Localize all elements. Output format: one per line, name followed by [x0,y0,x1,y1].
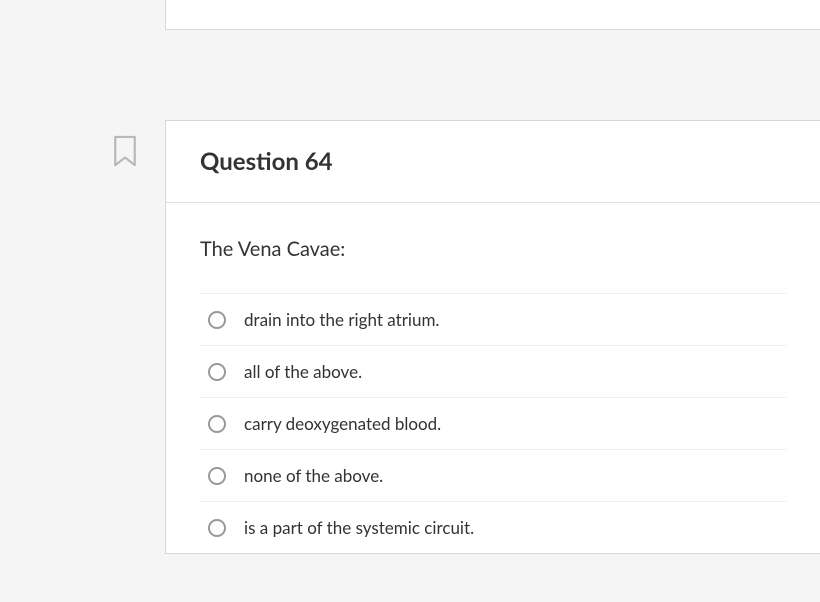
question-prompt: The Vena Cavae: [200,237,786,261]
option-label: none of the above. [244,465,383,486]
question-header: Question 64 [166,121,820,203]
radio-button[interactable] [208,363,226,381]
option-row[interactable]: none of the above. [200,450,786,502]
option-label: drain into the right atrium. [244,309,439,330]
option-label: carry deoxygenated blood. [244,413,441,434]
radio-button[interactable] [208,311,226,329]
previous-question-card-edge [165,0,820,30]
options-list: drain into the right atrium. all of the … [200,293,786,553]
option-row[interactable]: is a part of the systemic circuit. [200,502,786,553]
option-label: all of the above. [244,361,362,382]
question-title: Question 64 [200,147,786,176]
option-row[interactable]: all of the above. [200,346,786,398]
radio-button[interactable] [208,415,226,433]
option-row[interactable]: carry deoxygenated blood. [200,398,786,450]
option-row[interactable]: drain into the right atrium. [200,294,786,346]
bookmark-icon[interactable] [112,135,138,167]
question-card: Question 64 The Vena Cavae: drain into t… [165,120,820,554]
radio-button[interactable] [208,519,226,537]
radio-button[interactable] [208,467,226,485]
question-body: The Vena Cavae: drain into the right atr… [166,203,820,553]
option-label: is a part of the systemic circuit. [244,517,474,538]
